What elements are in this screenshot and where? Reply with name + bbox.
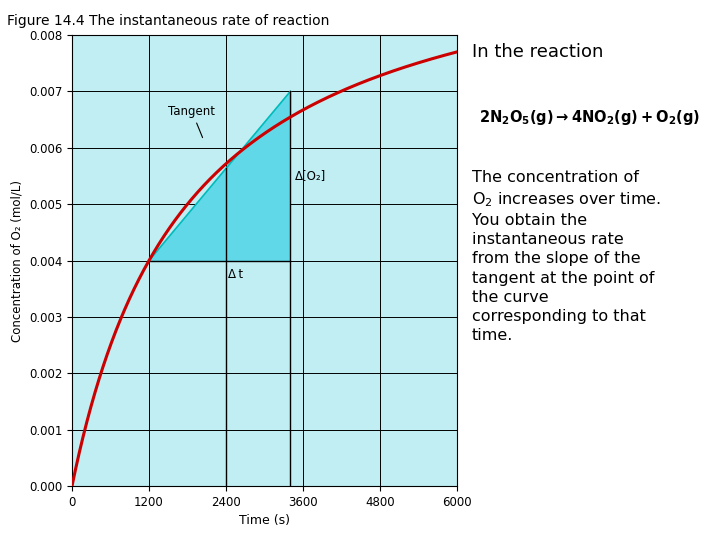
Text: Figure 14.4 The instantaneous rate of reaction: Figure 14.4 The instantaneous rate of re…	[7, 14, 330, 28]
Text: In the reaction: In the reaction	[472, 43, 603, 61]
Y-axis label: Concentration of O₂ (mol/L): Concentration of O₂ (mol/L)	[10, 179, 23, 342]
Text: Δ t: Δ t	[228, 268, 243, 281]
X-axis label: Time (s): Time (s)	[239, 514, 290, 527]
Text: $\mathbf{2N_2O_5(g) \rightarrow 4NO_2(g)+O_2(g)}$: $\mathbf{2N_2O_5(g) \rightarrow 4NO_2(g)…	[479, 108, 700, 127]
Text: Δ[O₂]: Δ[O₂]	[294, 170, 326, 183]
Text: The concentration of
O$_2$ increases over time.
You obtain the
instantaneous rat: The concentration of O$_2$ increases ove…	[472, 170, 660, 343]
Text: Tangent: Tangent	[168, 105, 215, 138]
